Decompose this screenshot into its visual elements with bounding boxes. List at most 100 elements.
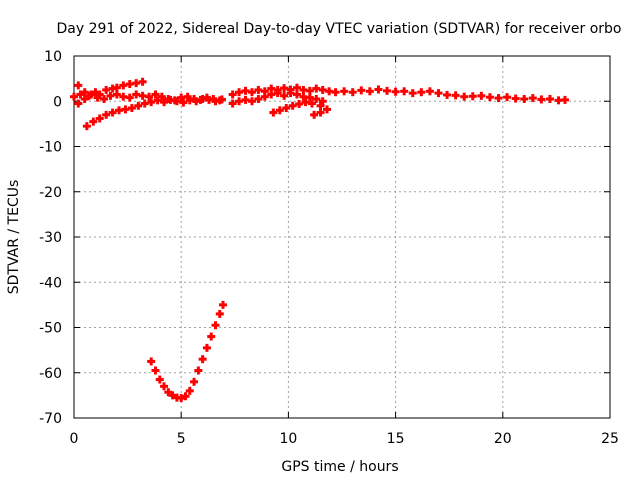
y-tick-label: -30: [39, 230, 62, 246]
y-tick-label: 10: [44, 49, 62, 65]
data-point: [211, 97, 220, 106]
data-point: [76, 90, 85, 99]
data-point: [80, 94, 89, 103]
data-point: [503, 93, 512, 102]
data-point: [228, 99, 237, 108]
data-point: [219, 300, 228, 309]
data-point: [520, 94, 529, 103]
data-point: [153, 96, 162, 105]
data-point: [134, 101, 143, 110]
data-point: [425, 87, 434, 96]
data-point: [400, 87, 409, 96]
data-point: [87, 90, 96, 99]
data-point: [74, 81, 83, 90]
y-axis-label: SDTVAR / TECUs: [6, 180, 22, 295]
data-point: [160, 382, 169, 391]
data-point: [112, 90, 121, 99]
data-point: [164, 388, 173, 397]
x-tick-label: 20: [494, 431, 512, 447]
data-point: [312, 94, 321, 103]
data-point: [179, 98, 188, 107]
data-point: [365, 87, 374, 96]
data-point: [316, 101, 325, 110]
data-point: [160, 98, 169, 107]
data-point: [202, 343, 211, 352]
y-tick-label: -10: [39, 140, 62, 156]
data-point: [307, 99, 316, 108]
x-tick-label: 25: [601, 431, 619, 447]
grid-lines: [74, 56, 610, 418]
x-axis-ticks: 0 5 10 15 20 25: [70, 56, 619, 447]
data-point: [275, 106, 284, 115]
data-point: [310, 110, 319, 119]
data-point: [145, 92, 154, 101]
data-point: [511, 94, 520, 103]
y-tick-label: -50: [39, 321, 62, 337]
data-point: [157, 92, 166, 101]
y-axis-ticks: 10 0 -10 -20 -30 -40 -50 -60 -70: [39, 49, 610, 427]
data-point: [89, 117, 98, 126]
x-tick-label: 15: [387, 431, 405, 447]
data-point: [247, 88, 256, 97]
data-point: [383, 86, 392, 95]
data-point: [151, 366, 160, 375]
data-point: [460, 92, 469, 101]
y-tick-label: -20: [39, 185, 62, 201]
data-point: [273, 89, 282, 98]
data-point: [177, 394, 186, 403]
data-point: [269, 108, 278, 117]
data-point: [207, 332, 216, 341]
x-axis-label: GPS time / hours: [281, 459, 398, 475]
y-tick-label: -60: [39, 366, 62, 382]
data-point: [282, 104, 291, 113]
data-point: [280, 91, 289, 100]
y-tick-label: 0: [53, 94, 62, 110]
y-tick-label: -70: [39, 411, 62, 427]
data-point: [340, 87, 349, 96]
x-tick-label: 0: [70, 431, 79, 447]
data-point: [155, 375, 164, 384]
data-point: [91, 88, 100, 97]
data-point: [192, 97, 201, 106]
data-point: [545, 94, 554, 103]
y-tick-label: -40: [39, 275, 62, 291]
data-point: [357, 86, 366, 95]
data-point: [451, 91, 460, 100]
data-point: [70, 92, 78, 101]
data-point: [417, 88, 426, 97]
x-tick-label: 10: [279, 431, 297, 447]
data-point: [168, 391, 177, 400]
data-point: [211, 321, 220, 330]
data-points: [70, 77, 569, 403]
data-point: [112, 83, 121, 92]
data-point: [185, 386, 194, 395]
data-point: [151, 90, 160, 99]
data-point: [198, 355, 207, 364]
data-point: [468, 92, 477, 101]
data-point: [217, 95, 226, 104]
data-point: [434, 89, 443, 98]
data-point: [102, 110, 111, 119]
data-point: [147, 357, 156, 366]
data-point: [100, 94, 109, 103]
data-point: [82, 122, 91, 131]
data-point: [560, 95, 569, 104]
data-point: [288, 101, 297, 110]
data-point: [528, 94, 537, 103]
data-point: [443, 90, 452, 99]
data-point: [147, 98, 156, 107]
data-point: [125, 93, 134, 102]
data-point: [331, 88, 340, 97]
data-point: [374, 85, 383, 94]
data-point: [485, 93, 494, 102]
data-point: [292, 90, 301, 99]
data-point: [74, 99, 83, 108]
data-point: [181, 392, 190, 401]
data-point: [228, 90, 237, 99]
data-point: [316, 108, 325, 117]
data-point: [190, 377, 199, 386]
data-point: [408, 89, 417, 98]
data-point: [295, 99, 304, 108]
data-point: [127, 104, 136, 113]
